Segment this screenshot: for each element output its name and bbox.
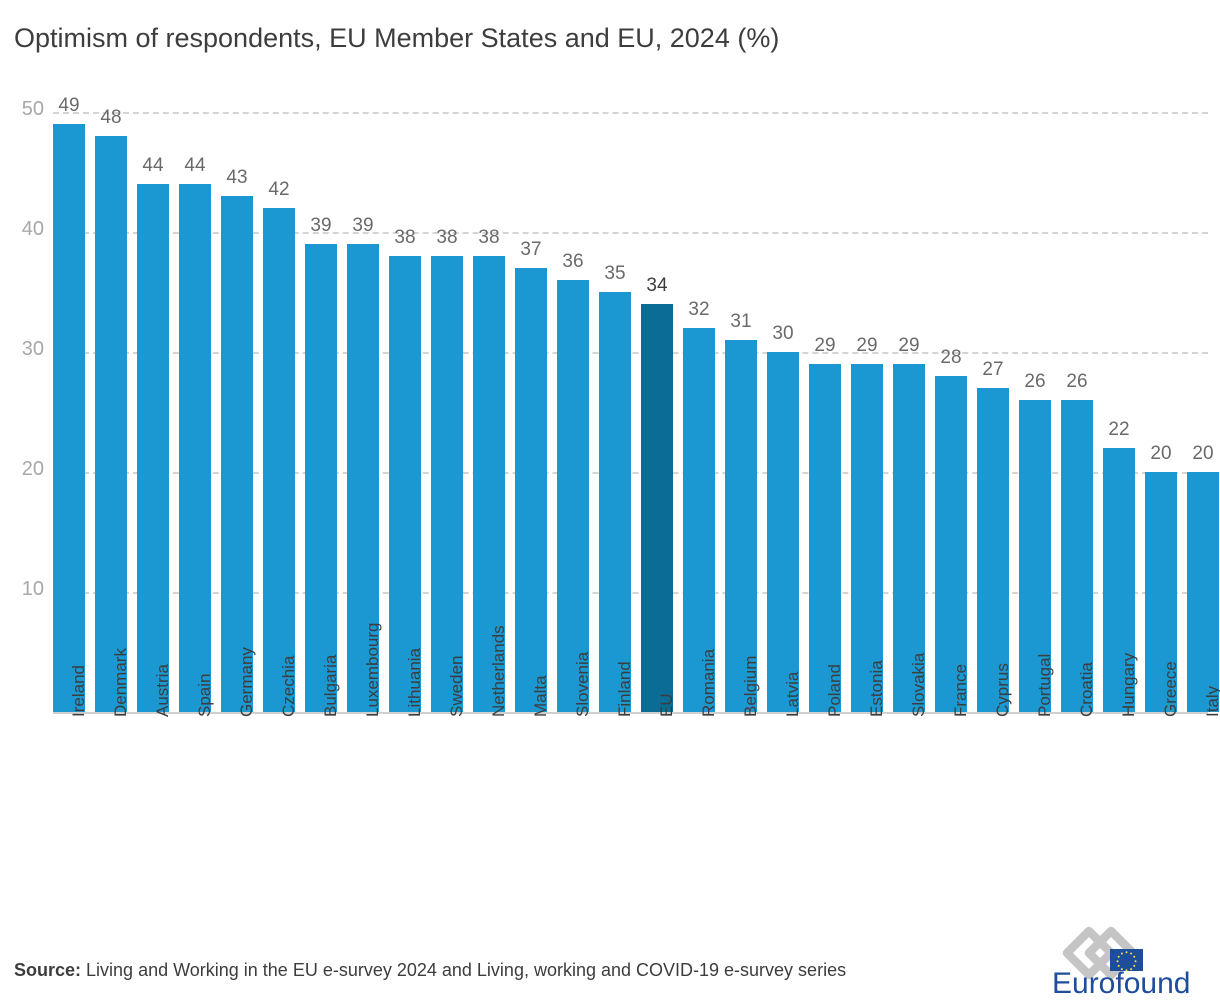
svg-text:Eurofound: Eurofound (1052, 967, 1190, 997)
